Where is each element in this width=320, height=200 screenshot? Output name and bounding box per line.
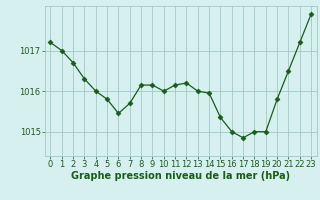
X-axis label: Graphe pression niveau de la mer (hPa): Graphe pression niveau de la mer (hPa) — [71, 171, 290, 181]
